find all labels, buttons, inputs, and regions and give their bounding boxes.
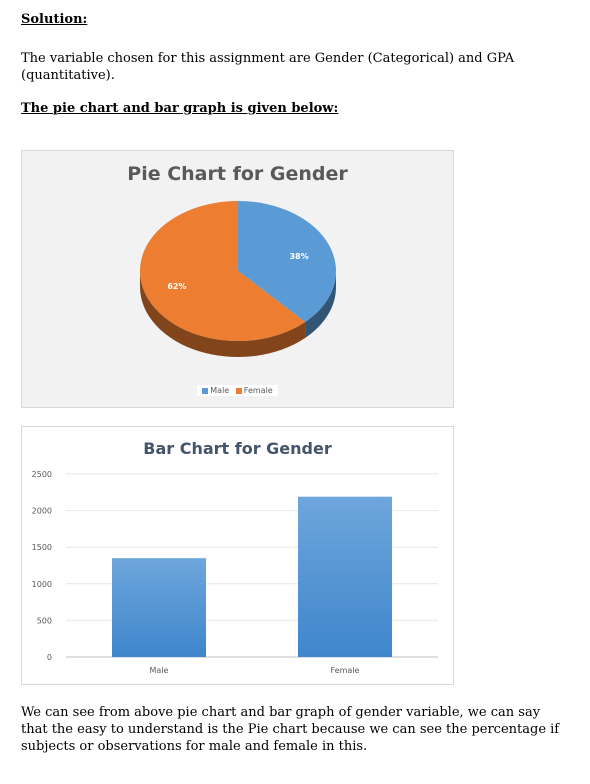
solution-heading: Solution: [21,12,88,27]
pie-slice-side-male [305,271,336,339]
y-tick-label: 2500 [32,470,52,479]
charts-heading: The pie chart and bar graph is given bel… [21,101,339,116]
pie-legend: Male Female [22,385,453,396]
bar-male [112,558,206,657]
bar-chart: Bar Chart for Gender 0 500 1000 1500 2000 250… [21,426,454,685]
pie-slice-side-female [140,271,306,357]
y-tick-label: 1000 [32,580,52,589]
x-tick-label-female: Female [331,666,360,675]
bar-chart-title: Bar Chart for Gender [143,439,332,458]
pie-slice-female [139,201,306,341]
legend-label-male: Male [210,386,230,395]
pie-slice-male [238,201,336,323]
legend-item-male: Male [202,386,229,395]
intro-paragraph: The variable chosen for this assignment … [21,51,515,83]
pie-chart-title: Pie Chart for Gender [127,163,348,185]
conclusion-paragraph: We can see from above pie chart and bar … [21,705,560,754]
y-tick-label: 1500 [32,543,52,552]
legend-swatch-female [235,387,242,394]
y-tick-label: 500 [37,616,52,625]
pie-chart: Pie Chart for Gender 38% 62% Male Female [21,150,454,408]
pie-data-label-female: 62% [167,282,186,291]
y-tick-label: 2000 [32,507,52,516]
bar-female [298,496,392,657]
bar-chart-plot: 0 500 1000 1500 2000 2500 Male Female [32,470,438,675]
legend-item-female: Female [235,386,273,395]
pie-chart-plot: 38% 62% [139,201,336,357]
legend-swatch-male [202,387,209,394]
x-tick-label-male: Male [150,666,169,675]
legend-label-female: Female [243,386,273,395]
y-tick-label: 0 [47,653,52,662]
pie-data-label-male: 38% [289,252,308,261]
